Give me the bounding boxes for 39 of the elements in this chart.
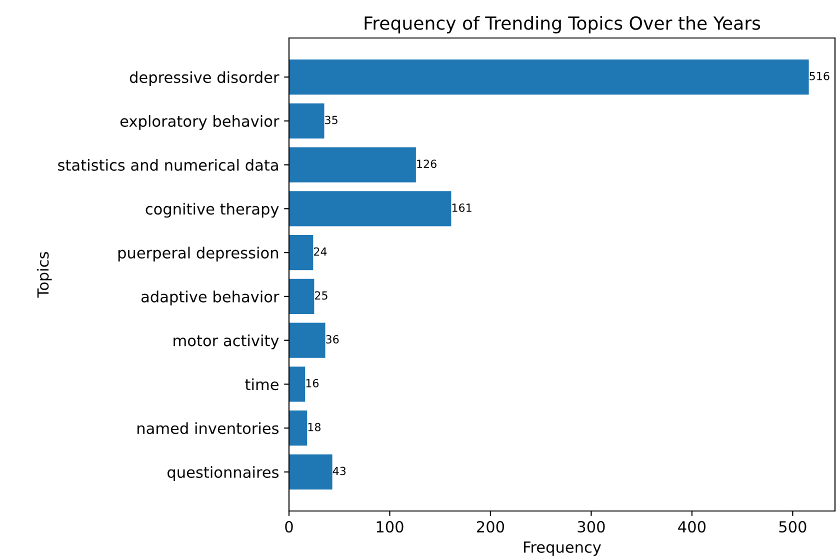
y-tick-label: questionnaires (168, 466, 279, 481)
y-tick-label: adaptive behavior (141, 290, 280, 306)
y-tick-label: statistics and numerical data (58, 159, 278, 171)
x-tick-label: 400 (678, 520, 706, 533)
bar (289, 147, 416, 182)
data-label: 16 (306, 379, 319, 388)
data-label: 35 (325, 116, 338, 124)
bar (289, 322, 326, 358)
data-label: 36 (326, 335, 339, 344)
y-tick-label: motor activity (174, 334, 279, 350)
data-label: 126 (417, 160, 436, 168)
data-label: 25 (315, 291, 328, 300)
y-tick-label: time (245, 378, 278, 390)
bar (289, 366, 306, 402)
data-label: 161 (452, 204, 472, 212)
bar (289, 191, 452, 226)
x-tick-label: 0 (285, 520, 293, 533)
y-tick-label: exploratory behavior (120, 115, 280, 130)
x-tick-label: 200 (477, 520, 504, 533)
data-label: 43 (332, 466, 346, 476)
y-tick-label: cognitive therapy (146, 202, 279, 218)
bar (289, 410, 308, 446)
y-tick-label: depressive disorder (130, 71, 280, 86)
chart-title: Frequency of Trending Topics Over the Years (364, 16, 760, 34)
y-tick-label: puerperal depression (118, 246, 278, 262)
x-tick-label: 100 (376, 520, 404, 533)
bar (289, 454, 332, 490)
x-axis-title: Frequency (524, 542, 602, 556)
bar (289, 278, 314, 314)
bar (289, 60, 809, 95)
data-label: 18 (308, 422, 321, 432)
data-label: 516 (810, 72, 830, 80)
x-tick-label: 500 (779, 520, 806, 533)
bar (289, 103, 324, 138)
y-axis-title: Topics (36, 252, 52, 298)
x-tick-label: 300 (578, 520, 605, 533)
y-tick-label: named inventories (138, 422, 279, 434)
bar (289, 235, 314, 270)
data-label: 24 (314, 247, 327, 256)
